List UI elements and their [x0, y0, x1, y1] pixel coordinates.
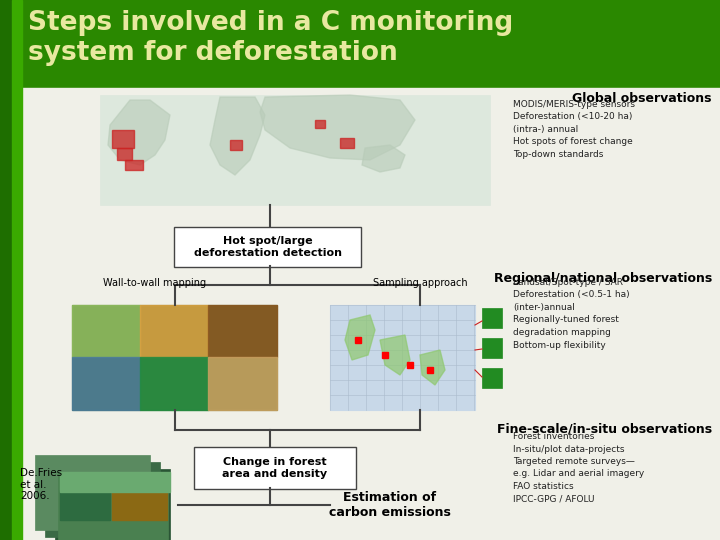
- Text: Landsat/Spot-type / SAR
Deforestation (<0.5-1 ha)
(inter-)annual
Regionally-tune: Landsat/Spot-type / SAR Deforestation (<…: [513, 278, 629, 349]
- Text: Wall-to-wall mapping: Wall-to-wall mapping: [104, 278, 207, 288]
- Bar: [140, 357, 208, 410]
- Text: Forest inventories
In-situ/plot data-projects
Targeted remote surveys—
e.g. Lida: Forest inventories In-situ/plot data-pro…: [513, 432, 644, 503]
- Bar: [112, 130, 134, 148]
- Bar: [208, 357, 277, 410]
- Bar: [0, 0, 12, 540]
- Polygon shape: [380, 335, 410, 375]
- Bar: [208, 305, 277, 357]
- Bar: [55, 469, 170, 540]
- Text: Global observations: Global observations: [572, 92, 712, 105]
- Polygon shape: [362, 145, 405, 172]
- Bar: [340, 138, 354, 148]
- Bar: [22, 88, 720, 540]
- Text: De.Fries
et al.
2006.: De.Fries et al. 2006.: [20, 468, 62, 501]
- Bar: [330, 305, 475, 410]
- Text: Estimation of
carbon emissions: Estimation of carbon emissions: [329, 491, 451, 519]
- Text: Steps involved in a C monitoring
system for deforestation: Steps involved in a C monitoring system …: [28, 10, 513, 66]
- Bar: [315, 120, 325, 128]
- Bar: [12, 0, 22, 540]
- Bar: [45, 462, 160, 537]
- Polygon shape: [210, 97, 265, 175]
- Polygon shape: [420, 350, 445, 385]
- FancyBboxPatch shape: [174, 227, 361, 267]
- Text: MODIS/MERIS-type sensors
Deforestation (<10-20 ha)
(intra-) annual
Hot spots of : MODIS/MERIS-type sensors Deforestation (…: [513, 100, 635, 159]
- Text: Regional/national observations: Regional/national observations: [494, 272, 712, 285]
- Bar: [58, 472, 168, 540]
- Bar: [125, 160, 143, 170]
- Bar: [482, 368, 502, 388]
- Bar: [100, 95, 490, 205]
- Bar: [60, 472, 170, 492]
- Bar: [72, 305, 140, 357]
- Bar: [140, 305, 208, 357]
- Bar: [60, 490, 110, 520]
- Bar: [72, 305, 277, 410]
- Text: Sampling approach: Sampling approach: [373, 278, 467, 288]
- Polygon shape: [345, 315, 375, 360]
- Polygon shape: [260, 95, 415, 160]
- Bar: [72, 357, 140, 410]
- Text: Hot spot/large
deforestation detection: Hot spot/large deforestation detection: [194, 236, 341, 258]
- FancyBboxPatch shape: [194, 447, 356, 489]
- Bar: [112, 490, 167, 520]
- Text: Change in forest
area and density: Change in forest area and density: [222, 457, 328, 479]
- Bar: [482, 308, 502, 328]
- Bar: [482, 338, 502, 358]
- Bar: [35, 455, 150, 530]
- Text: Fine-scale/in-situ observations: Fine-scale/in-situ observations: [497, 422, 712, 435]
- Bar: [117, 148, 132, 160]
- Bar: [230, 140, 242, 150]
- Polygon shape: [108, 100, 170, 165]
